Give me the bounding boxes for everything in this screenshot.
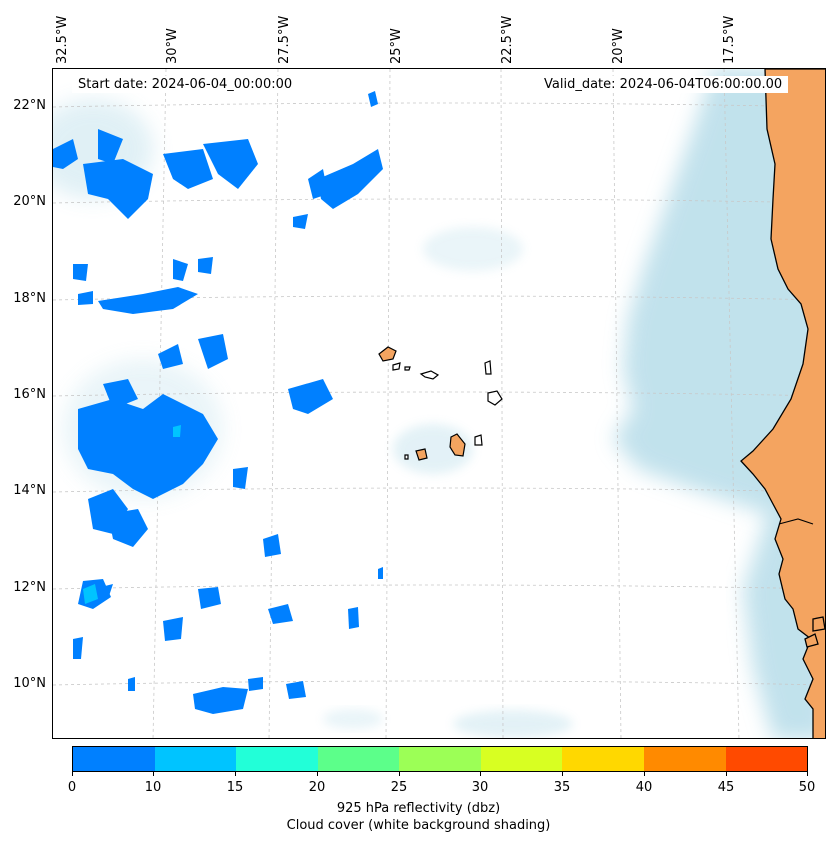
lat-label-12n: 12°N <box>0 580 46 595</box>
lat-label-20n: 20°N <box>0 194 46 209</box>
colorbar-swatch <box>73 747 155 771</box>
echo-cell <box>203 139 258 189</box>
echo-cell <box>248 677 263 691</box>
colorbar-swatch <box>318 747 400 771</box>
gridline-lon-22-5w <box>501 69 503 739</box>
island-sao-vicente <box>393 363 400 370</box>
start-date-label: Start date: 2024-06-04_00:00:00 <box>72 76 298 93</box>
lon-label-32-5w: 32.5°W <box>55 16 70 64</box>
valid-date-label: Valid_date: 2024-06-04T06:00:00.00 <box>538 76 788 93</box>
colorbar-tick-label: 50 <box>787 780 827 795</box>
lon-label-30w: 30°W <box>165 28 180 64</box>
echo-cell <box>78 291 93 305</box>
colorbar-tick-label: 35 <box>542 780 582 795</box>
island-santa-luzia <box>405 367 410 370</box>
echo-cell <box>173 259 188 281</box>
colorbar-swatch <box>236 747 318 771</box>
echo-cell <box>193 687 248 714</box>
echo-cell <box>348 607 359 629</box>
colorbar-tick-label: 15 <box>215 780 255 795</box>
reflectivity-layer <box>53 91 383 714</box>
echo-cell <box>318 149 383 209</box>
echo-cell <box>378 567 383 579</box>
colorbar-tick <box>562 772 563 776</box>
lon-label-27-5w: 27.5°W <box>277 16 292 64</box>
island-maio <box>475 435 482 445</box>
lat-label-16n: 16°N <box>0 387 46 402</box>
gridline-lat-12n <box>53 585 826 589</box>
island-brava <box>405 455 408 459</box>
echo-cell <box>368 91 378 107</box>
echo-cell <box>158 344 183 369</box>
echo-cell <box>108 509 148 547</box>
lon-label-17-5w: 17.5°W <box>722 16 737 64</box>
colorbar-tick <box>480 772 481 776</box>
echo-cell <box>73 264 88 281</box>
gridline-lat-10n <box>53 681 826 685</box>
colorbar-swatch <box>399 747 481 771</box>
gridline-lon-20w <box>613 69 621 739</box>
echo-cell <box>263 534 281 557</box>
island-santo-antao <box>379 347 396 361</box>
lat-label-14n: 14°N <box>0 483 46 498</box>
echo-cell <box>288 379 333 414</box>
cloud-shading-southwest <box>323 709 383 729</box>
colorbar-tick <box>317 772 318 776</box>
colorbar-tick-label: 0 <box>52 780 92 795</box>
gridline-lon-27-5w <box>269 69 278 739</box>
colorbar-tick-label: 30 <box>460 780 500 795</box>
lon-label-20w: 20°W <box>611 28 626 64</box>
colorbar-tick <box>726 772 727 776</box>
map-panel <box>52 68 826 739</box>
colorbar-tick <box>399 772 400 776</box>
colorbar-tick <box>644 772 645 776</box>
guinea-bissau-islands <box>813 617 825 631</box>
colorbar-tick-label: 40 <box>624 780 664 795</box>
reflectivity-colorbar <box>72 746 808 772</box>
echo-cell <box>286 681 306 699</box>
echo-cell <box>198 587 221 609</box>
echo-cell <box>163 149 213 189</box>
echo-cell <box>293 214 308 229</box>
island-boa-vista <box>488 391 502 405</box>
colorbar-tick <box>807 772 808 776</box>
echo-cell <box>233 467 248 489</box>
colorbar-swatch <box>644 747 726 771</box>
echo-cell <box>98 287 198 314</box>
lat-label-22n: 22°N <box>0 98 46 113</box>
lat-label-18n: 18°N <box>0 291 46 306</box>
colorbar-title: 925 hPa reflectivity (dbz) <box>0 801 837 816</box>
island-sal <box>485 361 491 374</box>
cloud-shading-south <box>453 710 573 738</box>
gridline-lon-25w <box>386 69 390 739</box>
cloud-shading-center <box>423 227 523 271</box>
colorbar-tick-label: 10 <box>133 780 173 795</box>
island-sao-nicolau <box>421 371 438 379</box>
lat-label-10n: 10°N <box>0 676 46 691</box>
echo-cell <box>128 677 135 691</box>
map-canvas <box>53 69 826 739</box>
colorbar-tick-label: 45 <box>706 780 746 795</box>
echo-cell <box>198 257 213 274</box>
colorbar-swatch <box>481 747 563 771</box>
lon-label-25w: 25°W <box>389 28 404 64</box>
colorbar-swatch <box>155 747 237 771</box>
echo-cell <box>198 334 228 369</box>
echo-core <box>173 425 181 437</box>
lon-label-22-5w: 22.5°W <box>500 16 515 64</box>
colorbar-tick <box>235 772 236 776</box>
colorbar-subtitle: Cloud cover (white background shading) <box>0 818 837 833</box>
colorbar-tick-label: 20 <box>297 780 337 795</box>
colorbar-swatch <box>562 747 644 771</box>
colorbar-swatch <box>726 747 808 771</box>
colorbar-tick <box>72 772 73 776</box>
colorbar-tick <box>153 772 154 776</box>
colorbar-tick-label: 25 <box>379 780 419 795</box>
echo-cell <box>73 637 83 659</box>
echo-cell <box>268 604 293 624</box>
echo-cell <box>163 617 183 641</box>
